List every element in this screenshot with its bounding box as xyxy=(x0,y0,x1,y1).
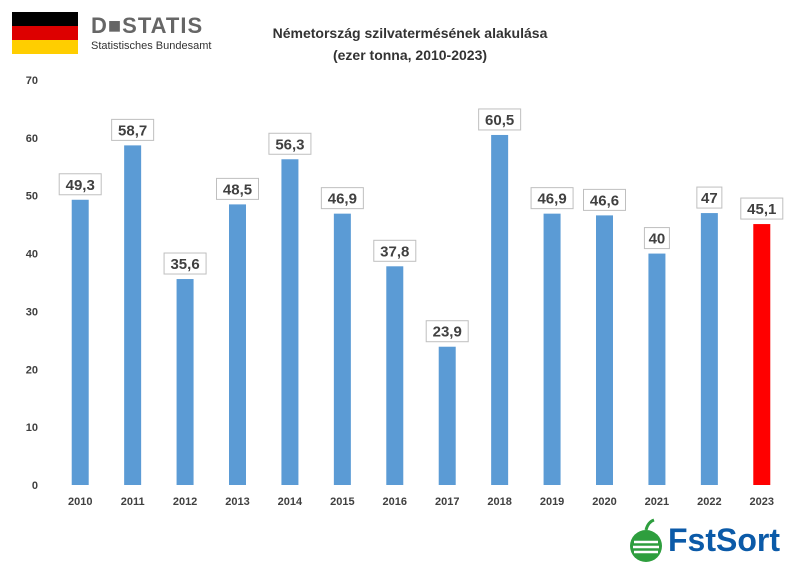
flag-stripe-red xyxy=(12,26,78,40)
x-tick-label: 2023 xyxy=(750,496,774,508)
data-label: 46,9 xyxy=(537,191,566,208)
y-tick-label: 20 xyxy=(26,364,38,376)
bar xyxy=(491,134,509,485)
data-label: 49,3 xyxy=(66,177,95,194)
bar xyxy=(543,213,561,485)
data-label-box xyxy=(740,197,784,220)
y-tick-label: 30 xyxy=(26,306,38,318)
data-label: 58,7 xyxy=(118,122,147,139)
x-tick-label: 2017 xyxy=(435,496,459,508)
data-label-box xyxy=(373,239,417,262)
data-label: 48,5 xyxy=(223,181,252,198)
data-label-box xyxy=(163,252,207,275)
x-tick-label: 2010 xyxy=(68,496,92,508)
x-tick-label: 2016 xyxy=(383,496,407,508)
data-label: 35,6 xyxy=(170,256,199,273)
data-label: 56,3 xyxy=(275,136,304,153)
y-tick-label: 0 xyxy=(32,480,38,492)
chart-title-line2: (ezer tonna, 2010-2023) xyxy=(332,47,488,63)
data-label: 45,1 xyxy=(747,201,776,218)
bar xyxy=(333,213,351,485)
data-label: 60,5 xyxy=(485,112,514,129)
y-tick-label: 40 xyxy=(26,249,38,261)
data-label-box xyxy=(696,186,723,209)
destatis-logo-text: D■STATIS xyxy=(91,13,204,38)
y-tick-label: 60 xyxy=(26,133,38,145)
bar xyxy=(229,204,246,485)
data-label-box xyxy=(268,132,312,155)
y-tick-label: 10 xyxy=(26,422,38,434)
x-tick-label: 2022 xyxy=(697,496,721,508)
x-tick-label: 2018 xyxy=(487,496,511,508)
bar xyxy=(281,159,299,485)
y-tick-label: 50 xyxy=(26,191,38,203)
data-label-box xyxy=(530,187,574,210)
fstsort-logo: FstSort xyxy=(628,518,793,568)
x-tick-label: 2015 xyxy=(330,496,354,508)
data-label: 40 xyxy=(649,231,666,248)
chart-title-line1: Németország szilvatermésének alakulása xyxy=(272,25,548,41)
data-label-box xyxy=(320,187,364,210)
fstsort-logo-text: FstSort xyxy=(668,522,780,558)
bar xyxy=(124,145,142,485)
data-label-box xyxy=(643,227,670,250)
german-flag xyxy=(12,12,78,54)
data-label: 46,6 xyxy=(590,192,619,209)
bar xyxy=(438,346,456,485)
apple-icon xyxy=(630,518,662,562)
data-label-box xyxy=(58,173,102,196)
data-label-box xyxy=(111,118,155,141)
x-tick-label: 2012 xyxy=(173,496,197,508)
bar xyxy=(386,266,404,485)
x-tick-label: 2013 xyxy=(225,496,249,508)
data-label-box xyxy=(583,188,626,211)
x-tick-label: 2019 xyxy=(540,496,564,508)
bar xyxy=(753,224,771,486)
data-label: 37,8 xyxy=(380,243,409,260)
bar xyxy=(596,215,613,485)
data-label-box xyxy=(478,108,522,131)
data-label: 23,9 xyxy=(433,324,462,341)
x-tick-label: 2011 xyxy=(121,496,145,508)
destatis-subtitle: Statistisches Bundesamt xyxy=(91,40,212,52)
x-tick-label: 2020 xyxy=(592,496,616,508)
x-tick-label: 2021 xyxy=(645,496,669,508)
data-label-box xyxy=(425,320,469,343)
x-tick-label: 2014 xyxy=(278,496,303,508)
flag-stripe-gold xyxy=(12,40,78,54)
data-label: 46,9 xyxy=(328,191,357,208)
flag-stripe-black xyxy=(12,12,78,26)
data-label: 47 xyxy=(701,190,718,207)
y-tick-label: 70 xyxy=(26,75,38,87)
bar xyxy=(71,199,89,485)
bar xyxy=(176,279,194,485)
data-label-box xyxy=(216,177,259,200)
bar xyxy=(648,253,666,485)
bar xyxy=(700,213,718,486)
